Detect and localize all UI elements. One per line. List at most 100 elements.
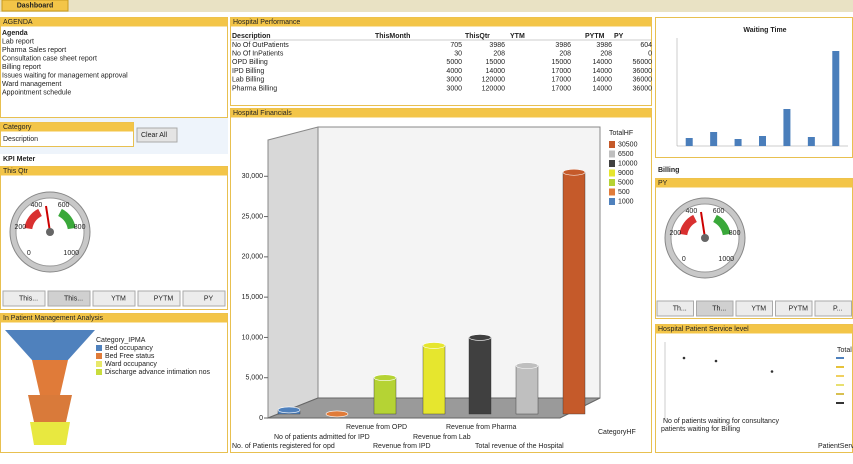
kpi-button[interactable] bbox=[735, 300, 773, 317]
clear-label[interactable]: Clear All bbox=[141, 132, 168, 139]
kpi-button-label[interactable]: PYTM bbox=[789, 305, 809, 312]
panel-title: Hospital Financials bbox=[233, 110, 292, 117]
gauge-band bbox=[679, 214, 698, 236]
axis-label: CategoryHF bbox=[598, 429, 636, 436]
legend-label: Bed occupancy bbox=[105, 345, 153, 352]
agenda-item[interactable]: Appointment schedule bbox=[2, 89, 71, 96]
tab[interactable] bbox=[1, 0, 69, 12]
agenda-item: Agenda bbox=[2, 30, 28, 37]
x-tick-label: PatientServ bbox=[818, 443, 853, 450]
kpi-button-label[interactable]: YTM bbox=[111, 295, 126, 302]
column-header: PYTM bbox=[585, 33, 605, 40]
gauge-hub bbox=[701, 234, 709, 242]
cell-value: 3986 bbox=[489, 42, 505, 49]
cell-value: 15000 bbox=[552, 59, 572, 66]
cell-value: 14000 bbox=[593, 68, 613, 75]
panel-header bbox=[0, 313, 228, 323]
tab-bar bbox=[0, 0, 853, 12]
y-tick-label: 25,000 bbox=[242, 213, 264, 220]
kpi-button-label[interactable]: P... bbox=[833, 305, 843, 312]
x-tick-label: Revenue from OPD bbox=[346, 424, 407, 431]
kpi-label: KPI Meter bbox=[3, 156, 36, 163]
waiting-panel bbox=[655, 17, 853, 158]
panel-header bbox=[0, 166, 228, 176]
x-tick-label: Revenue from IPD bbox=[373, 443, 431, 450]
agenda-item[interactable]: Consultation case sheet report bbox=[2, 55, 97, 62]
y-tick-label: 20,000 bbox=[242, 254, 264, 261]
column-header: ThisQtr bbox=[465, 33, 490, 40]
kpi-button[interactable] bbox=[47, 290, 91, 307]
x-tick-label: patients waiting for Billing bbox=[661, 426, 740, 433]
row-label: IPD Billing bbox=[232, 68, 264, 75]
row-label: No Of OutPatients bbox=[232, 42, 289, 49]
tab-label[interactable]: Dashboard bbox=[17, 2, 54, 9]
kpi-button[interactable] bbox=[814, 300, 852, 317]
x-tick-label: Total revenue of the Hospital bbox=[475, 443, 564, 450]
panel-header bbox=[655, 324, 853, 334]
column-header: ThisMonth bbox=[375, 33, 410, 40]
cell-value: 120000 bbox=[482, 85, 505, 92]
agenda-item[interactable]: Lab report bbox=[2, 38, 34, 45]
kpi-button[interactable] bbox=[137, 290, 181, 307]
legend-label: 9000 bbox=[618, 170, 634, 177]
cell-value: 14000 bbox=[593, 85, 613, 92]
kpi-button-label[interactable]: Th... bbox=[712, 305, 726, 312]
legend-swatch bbox=[836, 402, 844, 404]
kpi-button-label[interactable]: PYTM bbox=[154, 295, 174, 302]
gauge-needle bbox=[45, 205, 51, 233]
agenda-item[interactable]: Issues waiting for management approval bbox=[2, 72, 128, 79]
panel-header bbox=[230, 17, 652, 27]
cell-value: 17000 bbox=[552, 68, 572, 75]
kpi-button[interactable] bbox=[92, 290, 136, 307]
bar bbox=[515, 365, 539, 415]
kpi-button[interactable] bbox=[696, 300, 734, 317]
billing-label: Billing bbox=[658, 167, 679, 174]
legend-swatch bbox=[836, 384, 844, 386]
panel-title: This Qtr bbox=[3, 168, 29, 175]
gauge-needle bbox=[700, 211, 706, 239]
performance-panel bbox=[230, 17, 652, 106]
gauge-tick-label: 200 bbox=[15, 224, 27, 231]
legend-swatch bbox=[836, 393, 844, 395]
x-tick-label: Revenue from Pharma bbox=[446, 424, 517, 431]
kpi-button-label[interactable]: This... bbox=[19, 295, 38, 302]
legend-swatch bbox=[836, 357, 844, 359]
cell-value: 705 bbox=[450, 42, 462, 49]
category-field[interactable]: Description bbox=[3, 136, 38, 143]
panel-title: AGENDA bbox=[3, 19, 33, 26]
bar bbox=[734, 139, 742, 146]
bar-cap bbox=[562, 168, 586, 176]
legend-swatch bbox=[609, 141, 615, 148]
x-tick-label: No of patients waiting for consultancy bbox=[663, 418, 779, 425]
kpi-button[interactable] bbox=[656, 300, 694, 317]
cell-value: 4000 bbox=[446, 68, 462, 75]
x-tick-label: No of patients admitted for IPD bbox=[274, 434, 370, 441]
legend-label: 30500 bbox=[618, 141, 638, 148]
kpi-button-label[interactable]: This... bbox=[64, 295, 83, 302]
panel-title: In Patient Management Analysis bbox=[3, 315, 104, 322]
cell-value: 36000 bbox=[633, 68, 653, 75]
kpi-button-label[interactable]: YTM bbox=[751, 305, 766, 312]
agenda-item[interactable]: Billing report bbox=[2, 64, 41, 71]
kpi-button[interactable] bbox=[182, 290, 226, 307]
cell-value: 14000 bbox=[593, 77, 613, 84]
kpi-button-label[interactable]: Th... bbox=[673, 305, 687, 312]
point bbox=[714, 359, 718, 363]
cell-value: 14000 bbox=[486, 68, 506, 75]
row-label: OPD Billing bbox=[232, 59, 268, 66]
cell-value: 56000 bbox=[633, 59, 653, 66]
clear-button[interactable] bbox=[136, 127, 178, 143]
cell-value: 17000 bbox=[552, 77, 572, 84]
cell-value: 604 bbox=[640, 42, 652, 49]
kpi-button-label[interactable]: PY bbox=[204, 295, 214, 302]
bar-cap bbox=[468, 334, 492, 341]
cell-value: 120000 bbox=[482, 77, 505, 84]
agenda-item[interactable]: Ward management bbox=[2, 81, 61, 88]
kpi-button[interactable] bbox=[775, 300, 813, 317]
legend-label: 500 bbox=[618, 189, 630, 196]
row-label: Lab Billing bbox=[232, 77, 264, 84]
legend-swatch bbox=[96, 369, 102, 375]
agenda-item[interactable]: Pharma Sales report bbox=[2, 47, 66, 54]
kpi-button[interactable] bbox=[2, 290, 46, 307]
